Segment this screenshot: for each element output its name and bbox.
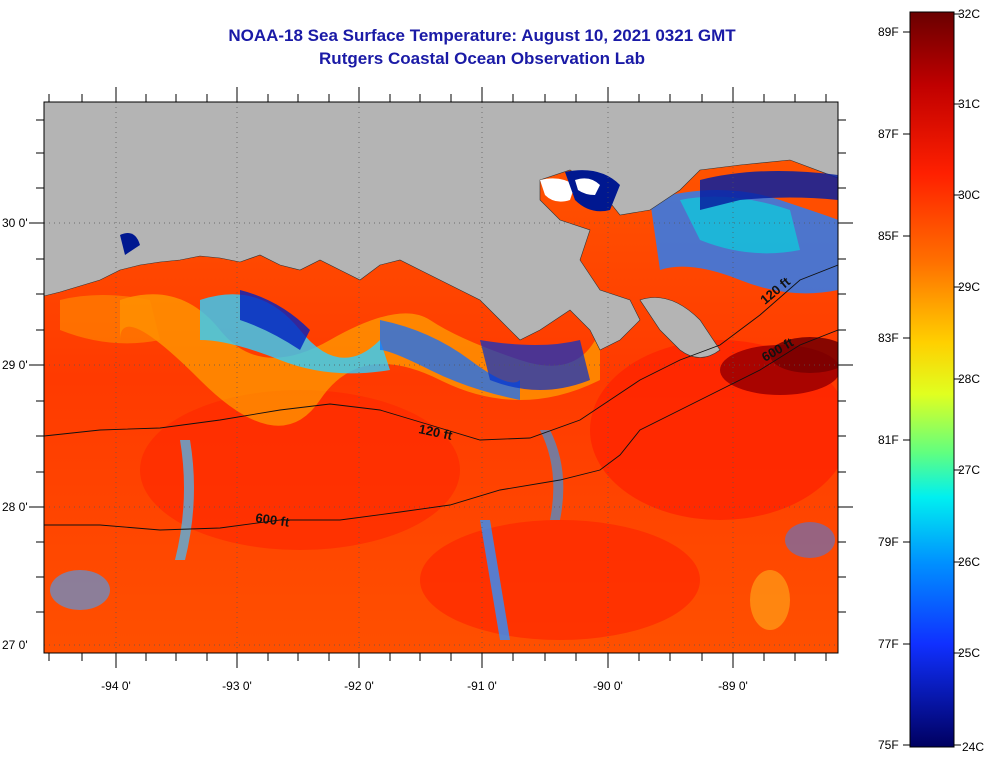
colorbar-c-label: 30C <box>958 188 980 202</box>
sst-field: 120 ft 600 ft 120 ft 600 ft <box>44 102 838 653</box>
map-subtitle: Rutgers Coastal Ocean Observation Lab <box>319 49 645 68</box>
lon-label: -94 0' <box>101 679 131 693</box>
cloud-patch <box>540 178 575 202</box>
cool-spot <box>50 570 110 610</box>
colorbar-ticks <box>903 13 961 746</box>
contour-120ft <box>44 264 838 441</box>
hot-patch <box>770 337 838 373</box>
colorbar-f-label: 77F <box>878 637 899 651</box>
colorbar-f-label: 85F <box>878 229 899 243</box>
delta-land <box>639 297 721 358</box>
colorbar-c-label: 27C <box>958 463 980 477</box>
cloud-patch <box>575 178 600 195</box>
colorbar-f-label: 83F <box>878 331 899 345</box>
cold-band <box>240 290 310 350</box>
cool-streak <box>480 520 510 640</box>
land-mass <box>44 102 838 351</box>
warm-patch <box>140 390 460 550</box>
lon-label: -93 0' <box>222 679 252 693</box>
lon-label: -92 0' <box>344 679 374 693</box>
contour-600ft <box>44 329 838 531</box>
cool-band <box>380 320 520 400</box>
colorbar-c-label: 24C <box>962 740 984 754</box>
plot-frame <box>43 101 839 654</box>
lat-label: 28 0' <box>2 500 28 514</box>
colorbar-c-label: 26C <box>958 555 980 569</box>
graticule <box>44 102 838 653</box>
colorbar-c-label: 25C <box>958 646 980 660</box>
lat-label: 30 0' <box>2 216 28 230</box>
lon-label: -90 0' <box>593 679 623 693</box>
colorbar-c-label: 28C <box>958 372 980 386</box>
mixed-band <box>60 295 160 344</box>
colorbar-c-label: 31C <box>958 97 980 111</box>
cool-band <box>680 196 800 254</box>
map-title: NOAA-18 Sea Surface Temperature: August … <box>228 26 736 45</box>
lat-label: 29 0' <box>2 358 28 372</box>
axis-ticks <box>29 87 853 668</box>
cool-streak <box>175 440 194 560</box>
colorbar-c-label: 29C <box>958 280 980 294</box>
contour-label-600ft: 600 ft <box>255 510 291 530</box>
cool-spot <box>785 522 835 558</box>
contour-label-120ft: 120 ft <box>417 421 454 443</box>
cold-patch <box>700 171 838 210</box>
cool-streak <box>540 430 564 520</box>
lat-label: 27 0' <box>2 638 28 652</box>
lon-label: -91 0' <box>467 679 497 693</box>
lon-label: -89 0' <box>718 679 748 693</box>
mixed-spot <box>750 570 790 630</box>
colorbar-f-label: 81F <box>878 433 899 447</box>
colorbar-f-label: 79F <box>878 535 899 549</box>
colorbar-f-label: 89F <box>878 25 899 39</box>
warm-patch <box>420 520 700 640</box>
cold-patch <box>120 232 140 255</box>
colorbar-c-label: 32C <box>958 7 980 21</box>
colorbar <box>909 11 955 748</box>
colorbar-f-label: 87F <box>878 127 899 141</box>
colorbar-f-label: 75F <box>878 738 899 752</box>
